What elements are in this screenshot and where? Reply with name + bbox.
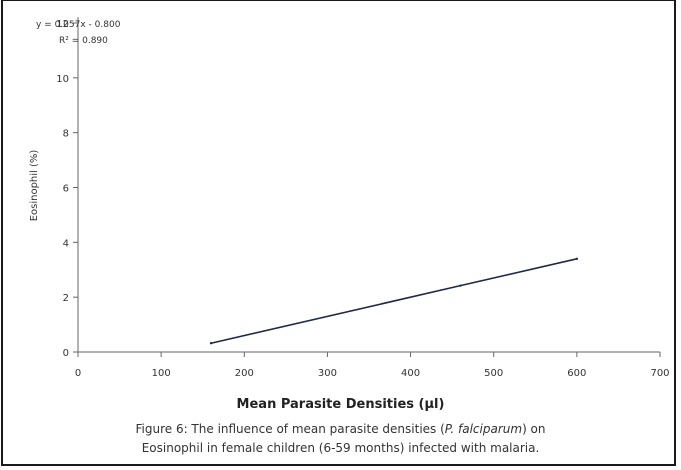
series-line	[210, 258, 578, 345]
caption-species: P. falciparum	[444, 422, 523, 436]
caption-line-1-start: Figure 6: The influence of mean parasite…	[135, 422, 445, 436]
y-tick-label: 2	[63, 293, 69, 304]
y-tick-label: 12	[56, 19, 69, 30]
trendline-equation: y = 0.057x - 0.800	[36, 20, 121, 30]
chart-ticks: 0 2 4 6 8 10 12 0 100 200 300 400 500 600 700	[56, 19, 669, 379]
y-tick-label: 8	[63, 129, 69, 140]
chart: 0 2 4 6 8 10 12 0 100 200 300 400 500 600 700 y = 0.05…	[29, 17, 670, 379]
data-point	[459, 284, 462, 287]
data-point	[209, 342, 213, 345]
x-tick-label: 400	[401, 368, 420, 379]
x-tick-label: 300	[318, 368, 337, 379]
x-tick-label: 500	[484, 368, 503, 379]
trendline-r-squared: R² = 0.890	[59, 36, 108, 46]
y-tick-label: 6	[63, 184, 69, 195]
x-tick-label: 0	[75, 368, 81, 379]
y-axis-label: Eosinophil (%)	[29, 150, 40, 222]
figure-caption: Figure 6: The influence of mean parasite…	[0, 420, 681, 458]
y-tick-label: 4	[63, 238, 69, 249]
chart-series	[209, 257, 579, 345]
y-tick-label: 0	[63, 348, 69, 359]
x-tick-label: 200	[235, 368, 254, 379]
chart-axes	[77, 17, 660, 353]
x-axis-label: Mean Parasite Densities (µl)	[236, 397, 445, 412]
caption-line-1: Figure 6: The influence of mean parasite…	[0, 420, 681, 439]
data-point	[575, 257, 579, 260]
caption-line-1-end: ) on	[522, 422, 546, 436]
x-tick-label: 100	[152, 368, 171, 379]
caption-line-2: Eosinophil in female children (6-59 mont…	[141, 441, 540, 455]
x-tick-label: 600	[567, 368, 586, 379]
y-tick-label: 10	[56, 74, 69, 85]
x-tick-label: 700	[650, 368, 669, 379]
